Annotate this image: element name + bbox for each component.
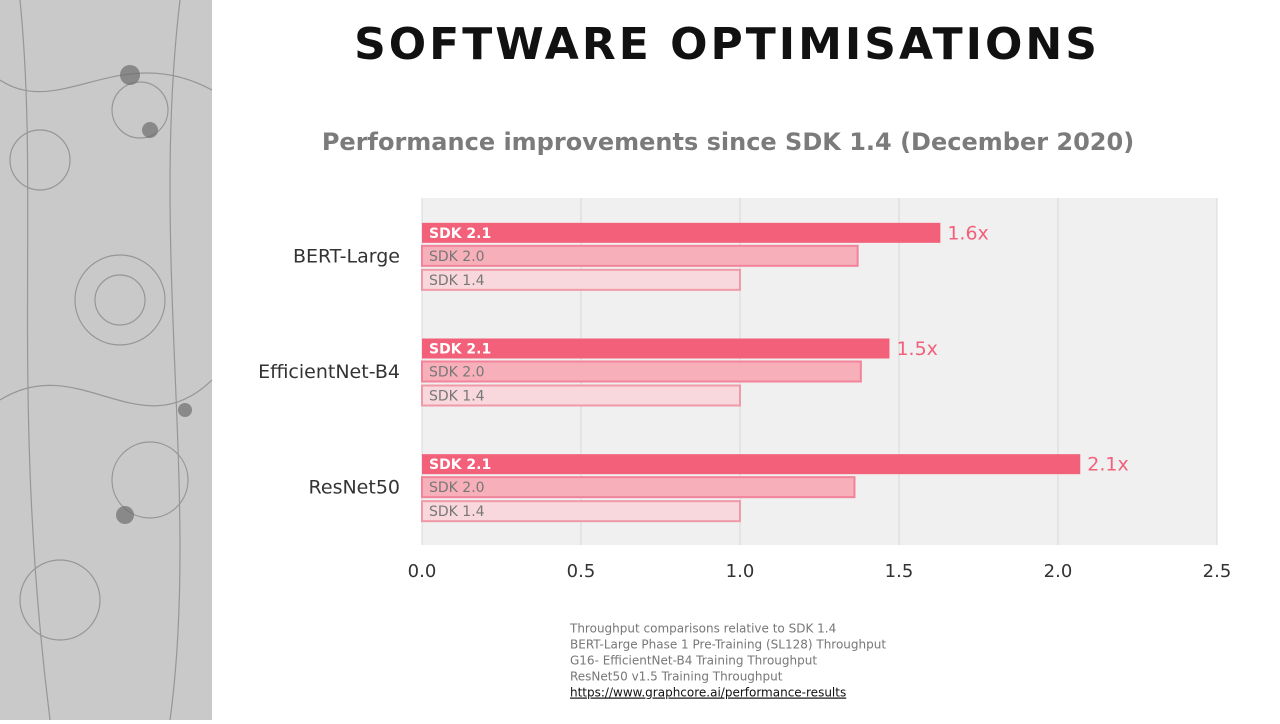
bar-series-label: SDK 1.4 bbox=[429, 504, 485, 520]
value-label: 1.5x bbox=[896, 338, 937, 360]
slide-title: SOFTWARE OPTIMISATIONS bbox=[354, 19, 1100, 70]
value-label: 2.1x bbox=[1087, 454, 1128, 476]
footnote-link[interactable]: https://www.graphcore.ai/performance-res… bbox=[570, 686, 846, 700]
bar-series-label: SDK 1.4 bbox=[429, 273, 485, 289]
bar bbox=[421, 384, 741, 407]
x-tick-label: 0.5 bbox=[567, 561, 596, 582]
plot: 0.0 0.5 1.0 1.5 2.0 2.5 BERT-Large SDK 2.1 1.6x S… bbox=[258, 198, 1231, 582]
bar bbox=[421, 268, 741, 291]
bar bbox=[421, 244, 859, 267]
bar bbox=[421, 500, 741, 523]
category-label: BERT-Large bbox=[293, 245, 400, 267]
bar bbox=[421, 476, 856, 499]
bar-series-label: SDK 2.0 bbox=[429, 249, 485, 265]
bar-series-label: SDK 1.4 bbox=[429, 389, 485, 405]
footnote: BERT-Large Phase 1 Pre-Training (SL128) … bbox=[570, 638, 886, 652]
footnote: G16- EfficientNet-B4 Training Throughput bbox=[570, 654, 817, 668]
x-tick-label: 2.0 bbox=[1044, 561, 1073, 582]
value-label: 1.6x bbox=[947, 222, 988, 244]
bar bbox=[422, 222, 941, 243]
category-label: ResNet50 bbox=[309, 477, 400, 499]
x-tick-label: 2.5 bbox=[1203, 561, 1232, 582]
bar bbox=[422, 338, 890, 359]
footnote: Throughput comparisons relative to SDK 1… bbox=[569, 622, 836, 636]
bar-series-label: SDK 2.1 bbox=[429, 226, 491, 242]
bar bbox=[421, 360, 862, 383]
x-tick-label: 1.5 bbox=[885, 561, 914, 582]
decorative-panel bbox=[0, 0, 213, 721]
chart-title: Performance improvements since SDK 1.4 (… bbox=[322, 128, 1134, 156]
footnotes: Throughput comparisons relative to SDK 1… bbox=[569, 622, 886, 700]
footnote: ResNet50 v1.5 Training Throughput bbox=[570, 670, 783, 684]
bar-series-label: SDK 2.0 bbox=[429, 480, 485, 496]
category-label: EfficientNet-B4 bbox=[258, 361, 400, 383]
bar-series-label: SDK 2.1 bbox=[429, 342, 491, 358]
x-tick-label: 0.0 bbox=[408, 561, 437, 582]
bar-series-label: SDK 2.0 bbox=[429, 365, 485, 381]
x-tick-label: 1.0 bbox=[726, 561, 755, 582]
bar-series-label: SDK 2.1 bbox=[429, 457, 491, 473]
bar bbox=[422, 454, 1081, 475]
